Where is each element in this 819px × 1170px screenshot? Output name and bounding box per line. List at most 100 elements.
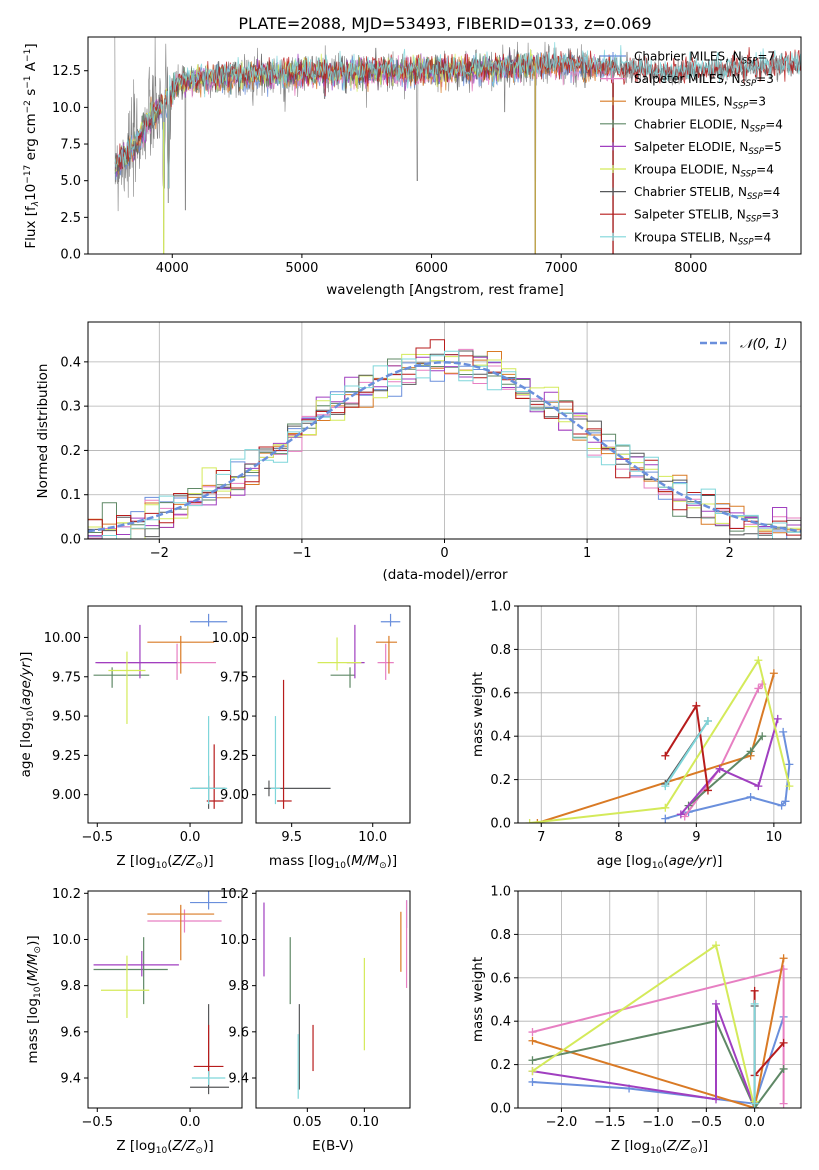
- x-tick-label: 0.10: [350, 1115, 379, 1130]
- y-tick-label: 2.5: [60, 211, 81, 226]
- y-tick-label: 9.00: [52, 788, 81, 803]
- legend-label: Salpeter MILES, NSSP=3: [634, 72, 774, 89]
- y-tick-label: 9.4: [228, 1071, 249, 1086]
- weight-marker-kroupa-elodie: [661, 803, 670, 812]
- y-tick-label: 0.4: [490, 1015, 511, 1030]
- y-tick-label: 10.00: [44, 631, 81, 646]
- spectrum-frame: [87, 36, 802, 255]
- y-tick-label: 0.0: [490, 1102, 511, 1117]
- panel-mass_vs_ebv: 0.05 0.10 9.4 9.6 9.8 10.0 10.2 E(B-V): [220, 887, 411, 1154]
- x-tick-label: 1: [583, 546, 591, 561]
- weight-marker-salpeter-elodie: [773, 714, 782, 723]
- spectrum-panel: 4000 5000 6000 7000 8000 0.0 2.5 5.0 7.5 10.0 12.5…: [23, 36, 802, 298]
- y-tick-label: 9.4: [60, 1071, 81, 1086]
- weight-marker-salpeter-elodie: [754, 782, 763, 791]
- x-tick-label: −0.5: [81, 830, 113, 845]
- weight-marker-salpeter-stelib: [779, 1038, 788, 1047]
- weight-marker-kroupa-elodie: [525, 819, 534, 823]
- x-tick-label: 0: [440, 546, 448, 561]
- spectrum-ylabel: Flux [fλ10−17 erg cm−2 s−1 A−1]: [23, 43, 41, 248]
- weight-marker-salpeter-elodie: [715, 764, 724, 773]
- residual-panel: −2 −1 0 1 2 0.0 0.1 0.2 0.3 0.4 (data-model)/erro…: [35, 321, 802, 583]
- y-tick-label: 0.6: [490, 686, 511, 701]
- weight-marker-salpeter-stelib: [661, 751, 670, 760]
- normal-curve: [88, 361, 801, 533]
- weight-marker-salpeter-stelib: [692, 701, 701, 710]
- x-tick-label: 9.5: [281, 830, 302, 845]
- weight-marker-kroupa-miles: [533, 819, 542, 823]
- y-tick-label: 9.8: [60, 979, 81, 994]
- weight-marker-kroupa-elodie: [528, 1067, 537, 1076]
- residual-hist-kroupa-stelib: [88, 350, 801, 539]
- panel-xlabel: E(B-V): [312, 1138, 354, 1154]
- y-tick-label: 5.0: [60, 174, 81, 189]
- x-tick-label: 8: [615, 830, 623, 845]
- legend-label: Chabrier ELODIE, NSSP=4: [634, 117, 783, 134]
- x-tick-label: 10: [766, 830, 783, 845]
- weight-marker-kroupa-miles: [779, 954, 788, 963]
- weight-marker-kroupa-miles: [528, 1036, 537, 1045]
- y-tick-label: 10.0: [220, 933, 249, 948]
- panel-xlabel: age [log10(age/yr)]: [597, 853, 723, 871]
- x-tick-label: 7: [537, 830, 545, 845]
- panel-frame: [517, 890, 802, 1109]
- weight-marker-kroupa-elodie: [754, 656, 763, 665]
- parameter-panels: −0.5 0.0 9.00 9.25 9.50 9.75 10.00 Z [log10(Z/Z…: [18, 600, 802, 1156]
- y-tick-label: 10.0: [52, 933, 81, 948]
- panel-frame: [87, 605, 243, 824]
- weight-marker-salpeter-elodie: [676, 810, 685, 819]
- panel-xlabel: Z [log10(Z/Z⊙)]: [611, 1138, 708, 1156]
- y-tick-label: 10.2: [52, 887, 81, 902]
- weight-marker-salpeter-stelib: [703, 786, 712, 795]
- y-tick-label: 10.2: [220, 887, 249, 902]
- weight-marker-chabrier-miles: [785, 760, 794, 769]
- figure-title: PLATE=2088, MJD=53493, FIBERID=0133, z=0…: [238, 14, 651, 33]
- y-tick-label: 0.4: [60, 355, 81, 370]
- x-tick-label: −2: [150, 546, 169, 561]
- y-tick-label: 9.50: [52, 710, 81, 725]
- y-tick-label: 0.1: [60, 488, 81, 503]
- weight-marker-kroupa-elodie: [785, 782, 794, 791]
- y-tick-label: 0.8: [490, 643, 511, 658]
- weight-marker-chabrier-elodie: [528, 1056, 537, 1065]
- weight-line-salpeter-elodie: [680, 718, 779, 815]
- weight-marker-kroupa-stelib: [703, 717, 712, 726]
- legend-label: Kroupa MILES, NSSP=3: [634, 95, 766, 112]
- spectrum-ticks: 4000 5000 6000 7000 8000 0.0 2.5 5.0 7.5 10.0 12.5: [52, 64, 707, 276]
- y-tick-label: 9.00: [220, 788, 249, 803]
- y-tick-label: 0.2: [60, 444, 81, 459]
- weight-marker-salpeter-stelib: [750, 986, 759, 995]
- x-tick-label: 6000: [415, 261, 448, 276]
- weight-marker-salpeter-miles: [779, 1099, 788, 1108]
- weight-marker-kroupa-elodie: [712, 941, 721, 950]
- weight-marker-chabrier-miles: [777, 801, 786, 810]
- y-tick-label: 0.3: [60, 400, 81, 415]
- weight-line-kroupa-elodie: [529, 657, 791, 823]
- weight-line-kroupa-stelib: [664, 720, 709, 787]
- y-tick-label: 0.6: [490, 971, 511, 986]
- y-tick-label: 9.50: [220, 710, 249, 725]
- residual-frame: [87, 321, 802, 540]
- x-tick-label: 0.0: [744, 1115, 765, 1130]
- weight-marker-chabrier-elodie: [758, 732, 767, 741]
- weight-marker-chabrier-miles: [528, 1077, 537, 1086]
- legend-label: Kroupa ELODIE, NSSP=4: [634, 163, 774, 180]
- x-tick-label: 9: [692, 830, 700, 845]
- panel-xlabel: Z [log10(Z/Z⊙)]: [116, 1138, 213, 1156]
- panel-weights_vs_age: 7 8 9 10 0.0 0.2 0.4 0.6 0.8 1.0 age [log10(age/yr…: [470, 600, 802, 871]
- panel-frame: [517, 605, 802, 824]
- weight-line-kroupa-miles: [532, 958, 785, 1108]
- panel-age_vs_mass: 9.5 10.0 9.00 9.25 9.50 9.75 10.00 mass [log10(…: [212, 605, 411, 871]
- panel-frame: [255, 605, 411, 824]
- x-tick-label: −1.0: [642, 1115, 674, 1130]
- y-tick-label: 1.0: [490, 885, 511, 900]
- x-tick-label: 5000: [285, 261, 318, 276]
- weight-marker-kroupa-stelib: [750, 999, 759, 1008]
- legend-label: Chabrier MILES, NSSP=7: [634, 50, 775, 67]
- y-tick-label: 12.5: [52, 64, 81, 79]
- y-tick-label: 10.0: [52, 101, 81, 116]
- x-tick-label: −1: [292, 546, 311, 561]
- model-spectrum-kroupa-stelib: [114, 42, 801, 189]
- x-tick-label: −1.5: [594, 1115, 626, 1130]
